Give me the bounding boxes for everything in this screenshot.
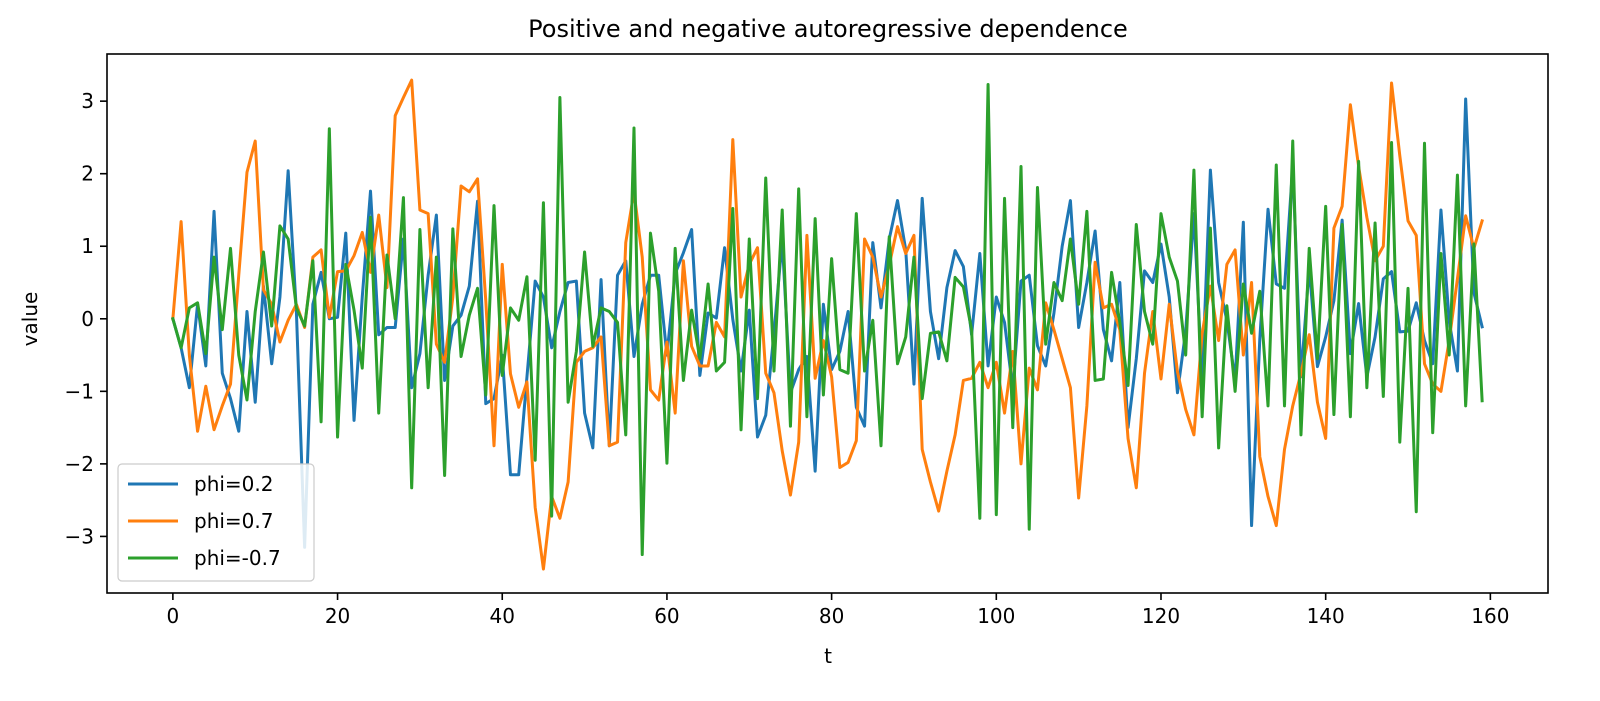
x-tick-label: 120 — [1142, 604, 1180, 628]
x-tick-label: 60 — [654, 604, 679, 628]
axes-frame — [106, 53, 1549, 594]
y-tick-label: −3 — [65, 524, 94, 548]
x-tick-label: 40 — [490, 604, 515, 628]
x-tick-label: 0 — [167, 604, 180, 628]
y-tick-label: 3 — [81, 89, 94, 113]
y-axis-title: value — [18, 292, 42, 347]
x-tick-label: 160 — [1471, 604, 1509, 628]
y-tick-label: −1 — [65, 379, 94, 403]
legend-label: phi=-0.7 — [194, 546, 281, 570]
y-tick-label: 1 — [81, 234, 94, 258]
chart-title: Positive and negative autoregressive dep… — [528, 15, 1128, 43]
y-tick-label: 0 — [81, 307, 94, 331]
y-tick-label: −2 — [65, 452, 94, 476]
legend-label: phi=0.7 — [194, 509, 274, 533]
x-axis-title: t — [824, 644, 832, 668]
axes: 0 20 40 60 80 100 120 140 160 −3 −2 −1 0 1 2 3 — [65, 53, 1549, 628]
series-line-3 — [171, 82, 1484, 557]
legend-label: phi=0.2 — [194, 472, 274, 496]
y-tick-label: 2 — [81, 162, 94, 186]
x-tick-label: 20 — [325, 604, 350, 628]
legend: phi=0.2 phi=0.7 phi=-0.7 — [117, 463, 315, 582]
plot-area — [171, 78, 1484, 571]
series-line-2 — [171, 78, 1484, 571]
legend-box — [117, 463, 315, 582]
x-tick-label: 100 — [977, 604, 1015, 628]
x-tick-label: 80 — [819, 604, 844, 628]
series-lines — [171, 78, 1484, 571]
x-tick-label: 140 — [1307, 604, 1345, 628]
